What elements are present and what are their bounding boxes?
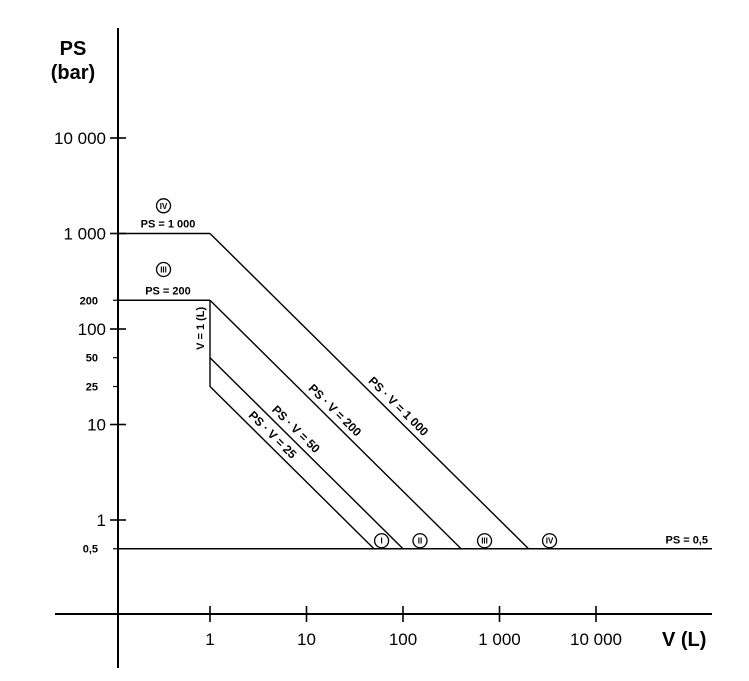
limit-label-ps: PS = 1 000 (141, 219, 196, 231)
x-tick-label: 1 000 (478, 630, 521, 649)
category-marker: IV (155, 198, 172, 214)
category-marker: IV (541, 533, 558, 549)
x-tick-label: 100 (389, 630, 417, 649)
category-label: I (380, 537, 382, 546)
category-circle (155, 261, 172, 278)
y-tick-label: 10 000 (54, 129, 106, 148)
boundary-line (209, 299, 462, 550)
category-marker: II (412, 533, 428, 549)
boundary-line (209, 233, 530, 550)
boundary-label: PS · V = 1 000 (366, 374, 432, 439)
category-label: III (160, 265, 167, 274)
category-label: IV (546, 537, 554, 546)
y-tick-label: 10 (87, 416, 106, 435)
y-tick-label: 1 000 (63, 225, 106, 244)
x-tick-label: 1 (205, 630, 214, 649)
category-marker: I (373, 533, 390, 549)
axis-ticks: 1 10 100 1 000 10 000 1 10 100 1 000 10 000 0,5 25 5… (54, 129, 622, 649)
category-circle (412, 533, 428, 549)
y-minor-tick-label: 0,5 (83, 544, 98, 556)
y-minor-tick-label: 50 (86, 353, 98, 365)
category-circle (541, 533, 558, 549)
boundary-line (209, 385, 375, 550)
y-axis-title-line2: (bar) (51, 62, 95, 84)
boundary-label: PS · V = 200 (306, 381, 365, 439)
limit-label-v: V = 1 (L) (195, 306, 207, 349)
category-circle (373, 533, 390, 549)
category-marker: III (155, 261, 172, 278)
category-circle (476, 533, 493, 549)
x-tick-label: 10 000 (570, 630, 622, 649)
category-circle (155, 198, 172, 214)
category-label: II (418, 537, 422, 546)
limit-label-ps: PS = 200 (145, 285, 191, 297)
limit-label-ps: PS = 0,5 (665, 535, 708, 547)
boundary-line (209, 357, 404, 550)
y-axis-title-line1: PS (60, 38, 87, 60)
y-minor-tick-label: 200 (80, 295, 98, 307)
y-minor-tick-label: 25 (86, 381, 98, 393)
x-tick-label: 10 (297, 630, 316, 649)
y-tick-label: 100 (78, 320, 106, 339)
x-axis-title: V (L) (662, 629, 706, 651)
category-label: III (481, 537, 488, 546)
category-label: IV (160, 202, 168, 211)
y-tick-label: 1 (97, 511, 106, 530)
limit-lines: PS = 1 000 PS = 200 PS = 0,5 V = 1 (L) (118, 219, 712, 550)
category-marker: III (476, 533, 493, 549)
